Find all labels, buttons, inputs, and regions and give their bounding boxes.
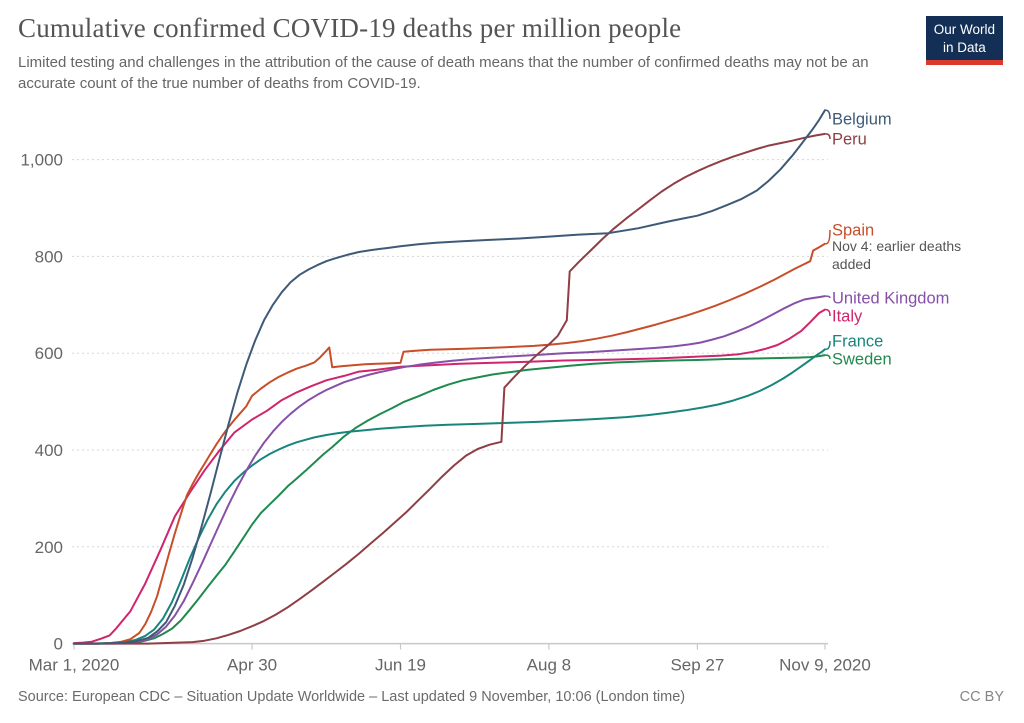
x-tick-label: Aug 8	[527, 656, 571, 675]
series-label-belgium[interactable]: Belgium	[832, 111, 892, 129]
series-label-connector-spain	[825, 229, 831, 245]
series-line-france[interactable]	[73, 348, 826, 645]
x-tick-label: Mar 1, 2020	[29, 656, 120, 675]
y-tick-label: 0	[54, 635, 63, 654]
series-label-connector-belgium	[825, 109, 831, 120]
y-tick-label: 600	[35, 344, 63, 363]
series-label-connector-sweden	[825, 354, 831, 360]
x-tick-label: Nov 9, 2020	[779, 656, 871, 675]
series-label-united-kingdom[interactable]: United Kingdom	[832, 290, 949, 308]
source-note: Source: European CDC – Situation Update …	[18, 689, 686, 705]
series-line-united-kingdom[interactable]	[73, 295, 826, 645]
series-label-peru[interactable]: Peru	[832, 131, 867, 149]
page-title: Cumulative confirmed COVID-19 deaths per…	[18, 13, 682, 43]
x-tick-label: Jun 19	[375, 656, 426, 675]
y-tick-label: 200	[35, 538, 63, 557]
x-tick-label: Apr 30	[227, 656, 277, 675]
series-label-sweden[interactable]: Sweden	[832, 351, 892, 369]
series-line-spain[interactable]	[73, 242, 826, 645]
annotation-line-2: added	[832, 256, 871, 272]
y-tick-label: 800	[35, 247, 63, 266]
series-label-spain[interactable]: Spain	[832, 222, 874, 240]
series-label-connector-united-kingdom	[825, 295, 831, 299]
series-label-connector-peru	[825, 133, 831, 140]
y-tick-label: 400	[35, 441, 63, 460]
chart-subtitle: Limited testing and challenges in the at…	[18, 54, 869, 92]
series-line-italy[interactable]	[73, 308, 826, 645]
x-tick-label: Sep 27	[670, 656, 724, 675]
series-label-italy[interactable]: Italy	[832, 308, 863, 326]
series-label-france[interactable]: France	[832, 333, 883, 351]
y-tick-label: 1,000	[20, 151, 63, 170]
owid-logo[interactable]: Our World in Data	[925, 16, 1003, 66]
series-line-belgium[interactable]	[73, 109, 826, 645]
series-line-peru[interactable]	[73, 132, 826, 645]
license-badge[interactable]: CC BY	[959, 689, 1004, 705]
series-label-connector-italy	[825, 308, 831, 317]
annotation-line-1: Nov 4: earlier deaths	[832, 238, 961, 254]
series-label-connector-france	[825, 340, 831, 351]
owid-logo-line1: Our World	[933, 22, 995, 37]
owid-logo-line2: in Data	[942, 39, 986, 55]
